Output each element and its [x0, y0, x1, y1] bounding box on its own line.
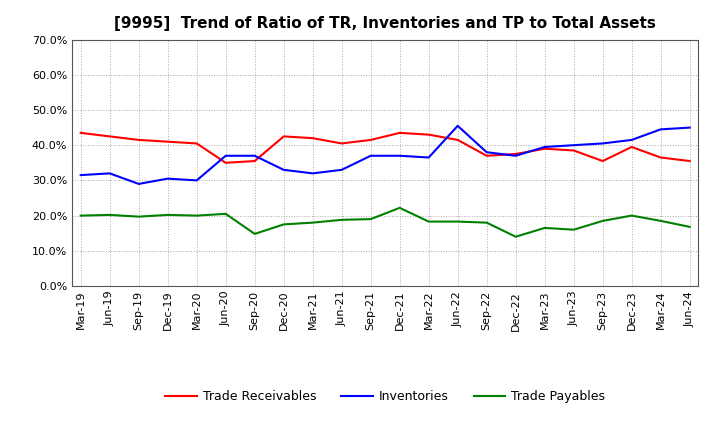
Inventories [163, 176, 172, 181]
Inventories [685, 125, 694, 130]
Trade Payables [105, 212, 114, 217]
Trade Receivables [279, 134, 288, 139]
Trade Payables [395, 205, 404, 210]
Trade Payables [511, 234, 520, 239]
Trade Receivables [163, 139, 172, 144]
Trade Receivables [424, 132, 433, 137]
Trade Receivables [598, 158, 607, 164]
Trade Receivables [105, 134, 114, 139]
Inventories [657, 127, 665, 132]
Inventories [598, 141, 607, 146]
Legend: Trade Receivables, Inventories, Trade Payables: Trade Receivables, Inventories, Trade Pa… [161, 385, 610, 408]
Trade Payables [598, 218, 607, 224]
Inventories [76, 172, 85, 178]
Trade Receivables [251, 158, 259, 164]
Inventories [511, 153, 520, 158]
Trade Payables [251, 231, 259, 237]
Trade Payables [221, 211, 230, 216]
Trade Receivables [338, 141, 346, 146]
Trade Payables [279, 222, 288, 227]
Trade Payables [135, 214, 143, 219]
Inventories [570, 143, 578, 148]
Trade Payables [685, 224, 694, 230]
Trade Payables [338, 217, 346, 223]
Inventories [308, 171, 317, 176]
Inventories [454, 123, 462, 128]
Inventories [135, 181, 143, 187]
Trade Receivables [308, 136, 317, 141]
Line: Trade Payables: Trade Payables [81, 208, 690, 237]
Trade Payables [366, 216, 375, 222]
Title: [9995]  Trend of Ratio of TR, Inventories and TP to Total Assets: [9995] Trend of Ratio of TR, Inventories… [114, 16, 656, 32]
Inventories [366, 153, 375, 158]
Trade Receivables [454, 137, 462, 143]
Trade Payables [308, 220, 317, 225]
Inventories [105, 171, 114, 176]
Inventories [627, 137, 636, 143]
Trade Receivables [627, 144, 636, 150]
Trade Receivables [221, 160, 230, 165]
Trade Payables [482, 220, 491, 225]
Trade Payables [192, 213, 201, 218]
Trade Payables [657, 218, 665, 224]
Trade Receivables [76, 130, 85, 136]
Trade Receivables [685, 158, 694, 164]
Inventories [279, 167, 288, 172]
Inventories [482, 150, 491, 155]
Line: Inventories: Inventories [81, 126, 690, 184]
Trade Receivables [395, 130, 404, 136]
Inventories [395, 153, 404, 158]
Trade Payables [541, 225, 549, 231]
Trade Payables [163, 212, 172, 217]
Inventories [338, 167, 346, 172]
Inventories [541, 144, 549, 150]
Trade Receivables [192, 141, 201, 146]
Trade Receivables [657, 155, 665, 160]
Trade Payables [454, 219, 462, 224]
Trade Payables [627, 213, 636, 218]
Line: Trade Receivables: Trade Receivables [81, 133, 690, 163]
Trade Payables [570, 227, 578, 232]
Trade Payables [76, 213, 85, 218]
Trade Receivables [511, 151, 520, 157]
Inventories [251, 153, 259, 158]
Trade Payables [424, 219, 433, 224]
Trade Receivables [135, 137, 143, 143]
Trade Receivables [482, 153, 491, 158]
Inventories [192, 178, 201, 183]
Inventories [221, 153, 230, 158]
Trade Receivables [570, 148, 578, 153]
Trade Receivables [541, 146, 549, 151]
Trade Receivables [366, 137, 375, 143]
Inventories [424, 155, 433, 160]
